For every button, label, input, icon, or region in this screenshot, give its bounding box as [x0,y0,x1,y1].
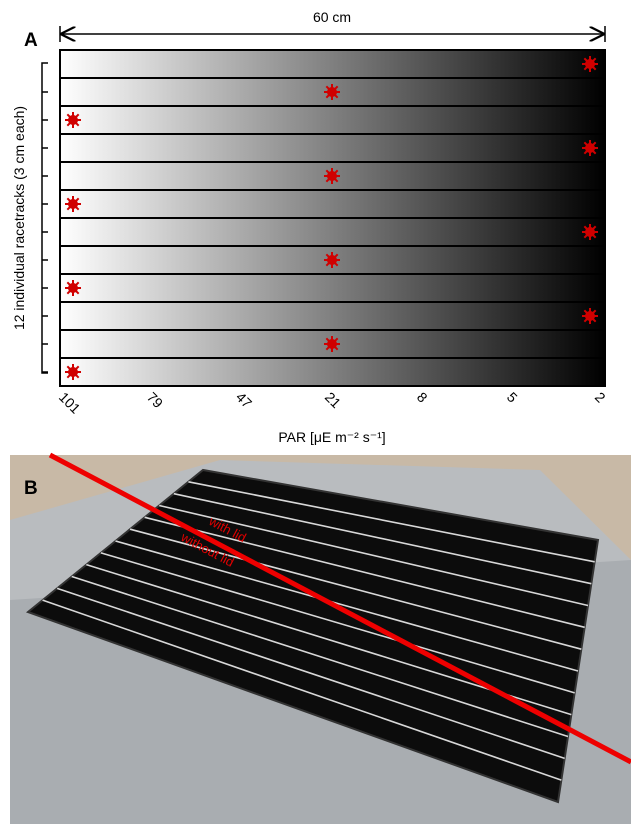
animal-body [68,283,78,293]
animal-body [585,59,595,69]
animal-body [585,227,595,237]
tray-rails [42,481,595,781]
animal-body [68,199,78,209]
par-tick-label: 47 [233,389,255,411]
animal-body [68,367,78,377]
tracks-label: 12 individual racetracks (3 cm each) [11,106,27,330]
rail [56,587,565,760]
rail [129,528,582,650]
animal [65,112,81,128]
animal-body [585,143,595,153]
animal-body [585,311,595,321]
animal [324,252,340,268]
animal [324,168,340,184]
animal [65,280,81,296]
par-tick-label: 79 [144,389,166,411]
animal [582,140,598,156]
animal [324,336,340,352]
par-tick-label: 5 [504,389,521,406]
rail [173,492,592,585]
animal [324,84,340,100]
panel-a: A 60 cm 12 individual racetracks (3 cm e… [11,9,609,445]
panel-label: B [24,478,38,499]
rail [115,540,579,672]
animal-body [327,171,337,181]
rail [42,599,562,781]
par-tick-label: 2 [592,389,609,406]
par-tick-label: 21 [322,389,344,411]
lid-line [48,452,631,765]
rail [159,504,589,607]
par-tick-label: 8 [414,389,431,406]
animal [65,364,81,380]
panel-label: A [24,30,38,51]
animal [582,56,598,72]
tracks-bracket [41,62,48,374]
rail [188,481,595,563]
animal [65,196,81,212]
animal-body [327,339,337,349]
rail [144,516,585,629]
panel-b: with lid without lid B [10,452,631,824]
animal [582,224,598,240]
animal-body [327,87,337,97]
animal-body [68,115,78,125]
width-label: 60 cm [313,9,351,25]
animal-body [327,255,337,265]
par-tick-label: 101 [56,389,84,417]
x-axis-label: PAR [μE m⁻² s⁻¹] [278,429,385,445]
rail [100,552,575,694]
rail [71,575,569,738]
animal [582,308,598,324]
